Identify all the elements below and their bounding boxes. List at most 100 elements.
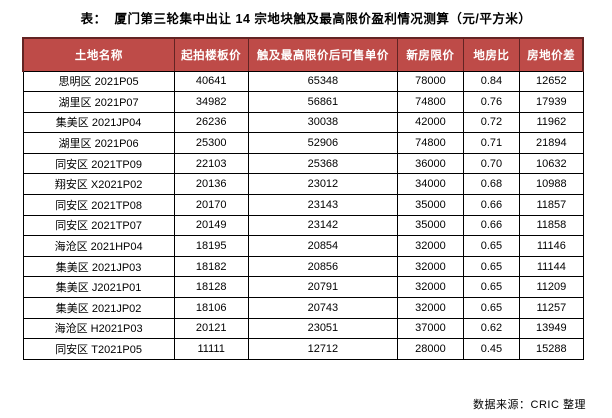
value-cell: 23142 [247,214,399,237]
value-cell: 65348 [247,70,399,93]
value-cell: 20743 [247,297,399,319]
table-row: 海沧区 H2021P03 20121 23051 37000 0.62 13949 [22,317,584,340]
table-row: 同安区 2021TP08 20170 23143 35000 0.66 11857 [22,194,584,216]
land-name-cell: 湖里区 2021P06 [22,132,175,154]
value-cell: 17939 [519,91,584,113]
value-cell: 36000 [397,152,464,175]
value-cell: 11111 [173,338,249,360]
land-name-cell: 集美区 2021JP02 [22,297,175,319]
value-cell: 30038 [247,111,399,134]
table-row: 湖里区 2021P07 34982 56861 74800 0.76 17939 [22,91,584,113]
value-cell: 0.65 [462,255,521,278]
value-cell: 20149 [173,214,249,237]
value-cell: 18128 [173,276,249,299]
land-name-cell: 集美区 2021JP04 [22,111,175,134]
land-name-cell: 思明区 2021P05 [22,70,175,93]
value-cell: 12652 [519,70,584,93]
land-price-table: 土地名称 起拍楼板价 触及最高限价后可售单价 新房限价 地房比 房地价差 思明区… [21,37,585,360]
table-row: 湖里区 2021P06 25300 52906 74800 0.71 21894 [22,132,584,154]
value-cell: 0.70 [462,152,521,175]
land-name-cell: 集美区 2021JP03 [22,255,175,278]
value-cell: 0.65 [462,297,521,319]
table-row: 集美区 2021JP03 18182 20856 32000 0.65 11144 [22,255,584,278]
column-header-land-name: 土地名称 [21,37,175,72]
value-cell: 40641 [173,70,249,93]
value-cell: 21894 [519,132,584,154]
land-name-cell: 同安区 T2021P05 [22,338,175,360]
value-cell: 34000 [397,173,464,196]
value-cell: 0.66 [462,214,521,237]
value-cell: 37000 [397,317,464,340]
value-cell: 56861 [247,91,399,113]
value-cell: 10632 [519,152,584,175]
value-cell: 11858 [519,214,584,237]
header-row: 土地名称 起拍楼板价 触及最高限价后可售单价 新房限价 地房比 房地价差 [21,37,585,72]
table-row: 集美区 J2021P01 18128 20791 32000 0.65 11209 [22,276,584,299]
value-cell: 20856 [247,255,399,278]
column-header-land-to-home-ratio: 地房比 [462,37,521,72]
table-header: 土地名称 起拍楼板价 触及最高限价后可售单价 新房限价 地房比 房地价差 [21,37,585,72]
value-cell: 12712 [247,338,399,360]
value-cell: 0.72 [462,111,521,134]
value-cell: 35000 [397,214,464,237]
value-cell: 35000 [397,194,464,216]
value-cell: 34982 [173,91,249,113]
value-cell: 11209 [519,276,584,299]
value-cell: 52906 [247,132,399,154]
value-cell: 20854 [247,235,399,257]
value-cell: 18106 [173,297,249,319]
value-cell: 0.84 [462,70,521,93]
table-row: 思明区 2021P05 40641 65348 78000 0.84 12652 [22,70,584,93]
value-cell: 11257 [519,297,584,319]
value-cell: 22103 [173,152,249,175]
table-row: 同安区 2021TP09 22103 25368 36000 0.70 10632 [22,152,584,175]
value-cell: 18182 [173,255,249,278]
value-cell: 26236 [173,111,249,134]
value-cell: 28000 [397,338,464,360]
value-cell: 0.62 [462,317,521,340]
value-cell: 11146 [519,235,584,257]
value-cell: 32000 [397,276,464,299]
value-cell: 0.45 [462,338,521,360]
value-cell: 74800 [397,132,464,154]
land-name-cell: 海沧区 H2021P03 [22,317,175,340]
table-row: 同安区 T2021P05 11111 12712 28000 0.45 15288 [22,338,584,360]
column-header-starting-floor-price: 起拍楼板价 [173,37,249,72]
value-cell: 13949 [519,317,584,340]
value-cell: 32000 [397,255,464,278]
value-cell: 11857 [519,194,584,216]
table-body: 思明区 2021P05 40641 65348 78000 0.84 12652 湖里区 2… [22,70,584,360]
page-title: 表： 厦门第三轮集中出让 14 宗地块触及最高限价盈利情况测算（元/平方米） [80,12,532,26]
land-name-cell: 湖里区 2021P07 [22,91,175,113]
land-name-cell: 同安区 2021TP07 [22,214,175,237]
value-cell: 42000 [397,111,464,134]
table-row: 集美区 2021JP02 18106 20743 32000 0.65 11257 [22,297,584,319]
value-cell: 25300 [173,132,249,154]
value-cell: 0.76 [462,91,521,113]
value-cell: 23051 [247,317,399,340]
value-cell: 0.71 [462,132,521,154]
column-header-new-home-price-cap: 新房限价 [397,37,464,72]
table-row: 翔安区 X2021P02 20136 23012 34000 0.68 10988 [22,173,584,196]
table-row: 海沧区 2021HP04 18195 20854 32000 0.65 11146 [22,235,584,257]
value-cell: 18195 [173,235,249,257]
value-cell: 10988 [519,173,584,196]
value-cell: 0.65 [462,235,521,257]
value-cell: 0.65 [462,276,521,299]
value-cell: 11144 [519,255,584,278]
value-cell: 78000 [397,70,464,93]
value-cell: 32000 [397,235,464,257]
value-cell: 20170 [173,194,249,216]
data-source-note: 数据来源：CRIC 整理 [473,399,586,411]
value-cell: 0.66 [462,194,521,216]
column-header-price-gap: 房地价差 [519,37,585,72]
value-cell: 23143 [247,194,399,216]
land-name-cell: 海沧区 2021HP04 [22,235,175,257]
value-cell: 0.68 [462,173,521,196]
table-row: 同安区 2021TP07 20149 23142 35000 0.66 11858 [22,214,584,237]
value-cell: 15288 [519,338,584,360]
column-header-sellable-price-at-cap: 触及最高限价后可售单价 [247,37,399,72]
value-cell: 20791 [247,276,399,299]
land-name-cell: 翔安区 X2021P02 [22,173,175,196]
value-cell: 23012 [247,173,399,196]
